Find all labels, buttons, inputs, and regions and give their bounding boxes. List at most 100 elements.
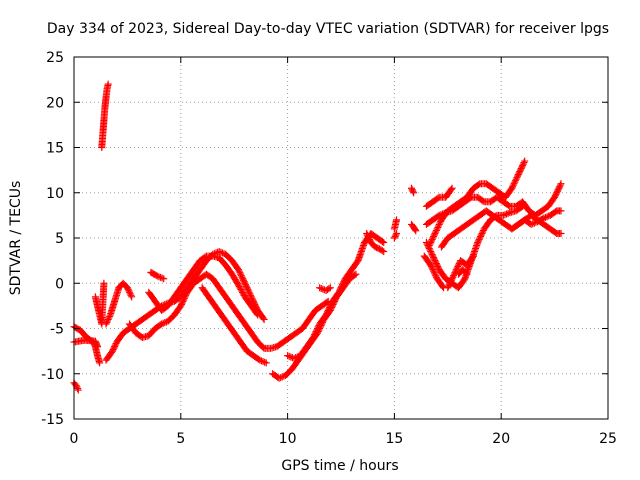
data-point (445, 281, 453, 289)
data-point (323, 309, 331, 317)
data-point (292, 354, 300, 362)
data-point (285, 352, 293, 360)
data-point (475, 236, 483, 244)
data-point (323, 298, 331, 306)
series-sat-k (198, 284, 270, 367)
data-point (257, 357, 265, 365)
data-point (430, 231, 438, 239)
data-point (430, 232, 438, 240)
data-point (433, 225, 441, 233)
data-point (434, 263, 442, 271)
data-point (235, 283, 243, 291)
data-point (429, 252, 437, 260)
data-point (435, 211, 443, 219)
series-sat-aa (508, 211, 565, 237)
y-tick-label: 15 (46, 141, 64, 157)
data-point (275, 374, 283, 382)
data-point (235, 267, 243, 275)
data-point (380, 248, 388, 256)
data-point (73, 383, 81, 391)
data-point (511, 178, 519, 186)
data-point (503, 210, 511, 218)
data-point (551, 193, 559, 201)
data-point (96, 359, 104, 367)
data-point (261, 358, 269, 366)
data-point (180, 294, 188, 302)
data-point (428, 251, 436, 259)
data-point (444, 284, 452, 292)
data-point (391, 232, 399, 240)
data-point (430, 255, 438, 263)
data-point (411, 226, 419, 234)
data-point (313, 326, 321, 334)
data-point (159, 319, 167, 327)
data-point (239, 275, 247, 283)
data-point (158, 320, 166, 328)
data-point (178, 299, 186, 307)
data-point (336, 287, 344, 295)
data-point (431, 229, 439, 237)
data-point (326, 302, 334, 310)
data-point (128, 293, 136, 301)
data-point (218, 249, 226, 257)
data-point (516, 166, 524, 174)
series-sat-h (126, 270, 332, 352)
series-sat-p (390, 229, 401, 242)
data-point (316, 284, 324, 292)
x-tick-label: 5 (176, 431, 185, 447)
data-point (556, 183, 564, 191)
data-point (510, 180, 518, 188)
series-sat-o (363, 229, 388, 256)
y-tick-label: -10 (41, 367, 64, 383)
data-point (499, 211, 507, 219)
data-point (427, 261, 435, 269)
data-point (247, 293, 255, 301)
data-point (240, 278, 248, 286)
series-sat-n (316, 284, 334, 294)
data-point (427, 249, 435, 257)
data-point (521, 157, 529, 165)
data-point (431, 257, 439, 265)
data-point (557, 207, 565, 215)
data-point (247, 291, 255, 299)
data-point (469, 253, 477, 261)
data-point (242, 281, 250, 289)
data-point (378, 247, 386, 255)
data-point (429, 266, 437, 274)
data-point (393, 216, 401, 224)
y-axis-ticks: -15 -10 -5 0 5 10 15 20 25 (41, 50, 608, 428)
data-point (452, 266, 460, 274)
data-point (527, 220, 535, 228)
data-point (160, 275, 168, 283)
data-point (432, 260, 440, 268)
y-tick-label: 20 (46, 95, 64, 111)
data-point (543, 213, 551, 221)
data-point (517, 165, 525, 173)
data-point (324, 306, 332, 314)
data-point (426, 240, 434, 248)
data-point (238, 288, 246, 296)
data-point (462, 269, 470, 277)
data-point (127, 291, 135, 299)
data-point (435, 220, 443, 228)
data-point (254, 311, 262, 319)
data-point (553, 187, 561, 195)
data-point (339, 279, 347, 287)
data-point (74, 385, 82, 393)
series-sat-r (407, 220, 420, 235)
data-point (508, 184, 516, 192)
data-point (326, 303, 334, 311)
data-point (311, 331, 319, 339)
data-point (111, 343, 119, 351)
chart-title: Day 334 of 2023, Sidereal Day-to-day VTE… (47, 21, 609, 37)
data-point (100, 279, 108, 287)
data-point (435, 222, 443, 230)
data-point (365, 234, 373, 242)
data-point (108, 347, 116, 355)
data-point (437, 211, 445, 219)
data-point (126, 288, 134, 296)
data-point (243, 284, 251, 292)
data-point (474, 237, 482, 245)
